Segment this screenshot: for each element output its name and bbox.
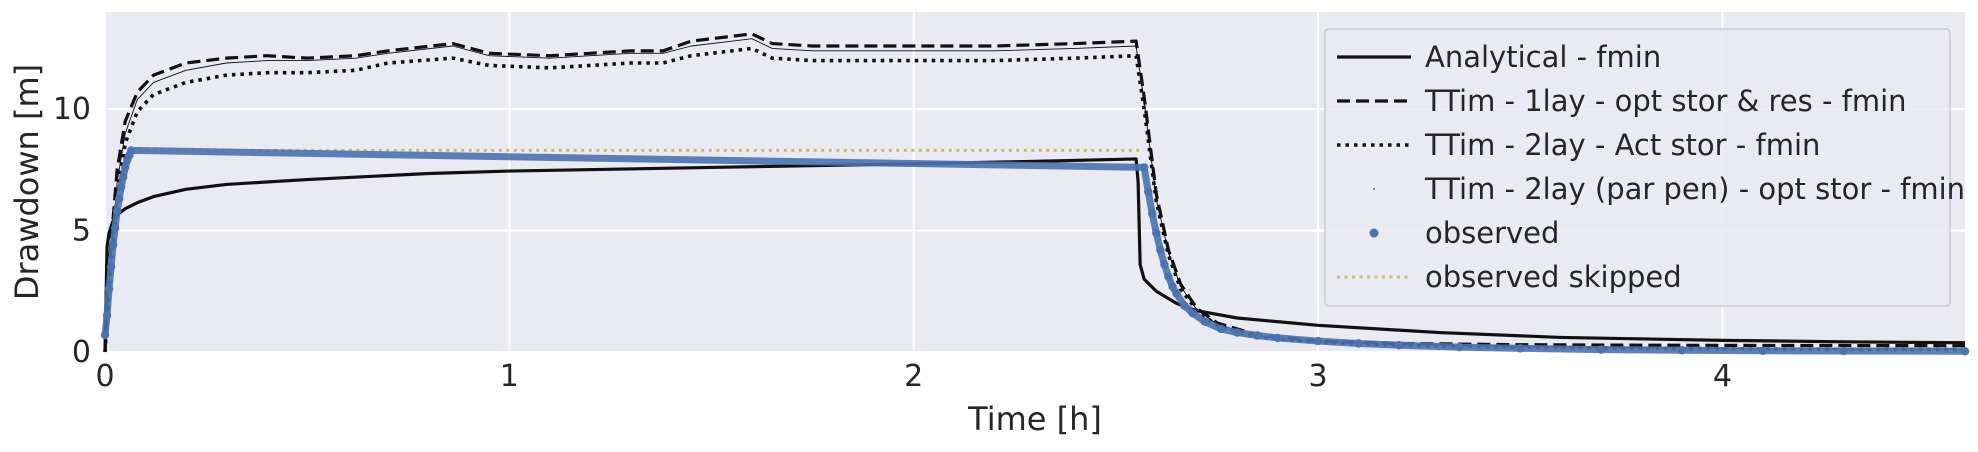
x-tick-label: 1	[500, 359, 519, 394]
y-tick-label: 10	[53, 92, 91, 127]
x-axis-label: Time [h]	[967, 400, 1102, 438]
x-tick-label: 3	[1308, 359, 1327, 394]
legend-label-observed-skipped: observed skipped	[1425, 260, 1682, 294]
legend-box	[1324, 28, 1951, 307]
legend: Analytical - fmin TTim - 1lay - opt stor …	[1324, 28, 1965, 307]
x-tick-label: 4	[1713, 359, 1732, 394]
y-axis-label: Drawdown [m]	[8, 64, 46, 300]
observed-trace	[101, 146, 1969, 355]
legend-label-observed: observed	[1425, 216, 1559, 250]
series-layer	[100, 32, 1970, 356]
tick-labels: 0 1 2 3 4 0 5 10	[53, 92, 1732, 394]
series-observed	[100, 146, 1970, 356]
legend-label-ttim-1lay-opt-stor-res-fmin: TTim - 1lay - opt stor & res - fmin	[1424, 84, 1907, 118]
y-tick-label: 0	[72, 335, 91, 370]
legend-label-analytical-fmin: Analytical - fmin	[1425, 40, 1661, 74]
legend-label-ttim-2lay-act-stor-fmin: TTim - 2lay - Act stor - fmin	[1424, 128, 1820, 162]
legend-swatch-observed	[1369, 228, 1379, 238]
series-line-ttim-2lay-act-stor-fmin	[103, 46, 1966, 353]
x-tick-label: 0	[95, 359, 114, 394]
y-tick-label: 5	[72, 214, 91, 249]
x-tick-label: 2	[904, 359, 923, 394]
legend-label-ttim-2lay-par-pen-opt-stor-fmin: TTim - 2lay (par pen) - opt stor - fmin	[1424, 172, 1965, 206]
